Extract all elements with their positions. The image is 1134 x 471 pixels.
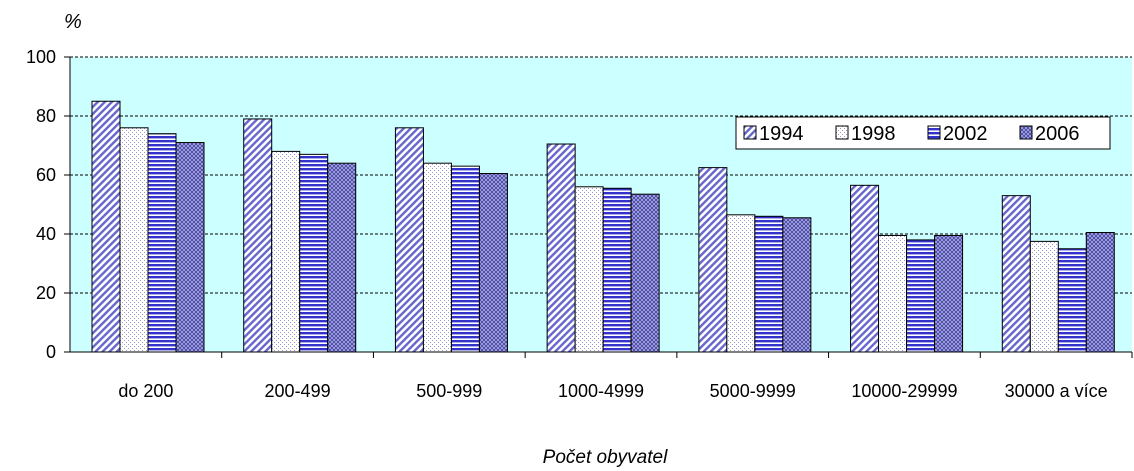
bar-1994 [243, 118, 273, 353]
y-tick-label: 0 [46, 342, 56, 362]
y-tick-label: 80 [36, 106, 56, 126]
y-tick-label: 40 [36, 224, 56, 244]
bar-2002 [147, 133, 177, 353]
x-tick-label: 30000 a více [1005, 381, 1108, 401]
legend-label-1994: 1994 [759, 123, 804, 145]
bar-1998 [271, 150, 301, 353]
bar-2006 [782, 217, 812, 353]
legend-box [735, 116, 1111, 150]
y-axis-ticks: 0 20 40 60 80 100 [26, 47, 70, 362]
bar-1994 [1001, 195, 1031, 353]
bar-2002 [1057, 248, 1087, 353]
bar-1994 [698, 167, 728, 353]
y-tick-label: 100 [26, 47, 56, 67]
bar-1998 [1029, 240, 1059, 353]
x-axis-ticks: do 200 200-499 500-999 1000-4999 5000-9999 10… [118, 352, 1133, 401]
x-axis-title: Počet obyvatel [543, 447, 668, 468]
legend-label-1998: 1998 [851, 123, 896, 145]
bar-2002 [754, 215, 784, 353]
legend-label-2002: 2002 [943, 123, 988, 145]
x-tick-label: 200-499 [265, 381, 331, 401]
bar-1994 [394, 127, 424, 353]
legend-label-2006: 2006 [1035, 123, 1080, 145]
bar-2006 [1085, 232, 1115, 353]
y-tick-label: 20 [36, 283, 56, 303]
x-tick-label: 10000-29999 [851, 381, 957, 401]
bar-1994 [850, 184, 880, 353]
bar-1998 [422, 162, 452, 353]
bar-2002 [602, 187, 632, 353]
bar-1998 [726, 214, 756, 353]
legend: 1994 1998 2002 2006 [735, 116, 1111, 150]
legend-swatch-2006 [1019, 125, 1033, 140]
bar-2002 [906, 239, 936, 353]
bar-2006 [630, 193, 660, 353]
bar-1998 [878, 234, 908, 353]
x-tick-label: do 200 [118, 381, 173, 401]
legend-swatch-2002 [927, 125, 941, 140]
bar-1998 [574, 186, 604, 353]
y-axis-title: % [64, 11, 82, 33]
y-tick-label: 60 [36, 165, 56, 185]
bar-1998 [119, 127, 149, 353]
bar-2006 [327, 162, 357, 353]
bar-2002 [299, 153, 329, 353]
bars [91, 100, 1115, 353]
bar-1994 [91, 100, 121, 353]
legend-swatch-1998 [835, 125, 849, 140]
bar-2006 [175, 142, 205, 353]
x-tick-label: 5000-9999 [710, 381, 796, 401]
x-tick-label: 1000-4999 [558, 381, 644, 401]
bar-2006 [934, 234, 964, 353]
bar-1994 [546, 143, 576, 353]
bar-2002 [450, 165, 480, 353]
bar-2006 [478, 173, 508, 353]
legend-swatch-1994 [743, 125, 757, 140]
x-tick-label: 500-999 [416, 381, 482, 401]
